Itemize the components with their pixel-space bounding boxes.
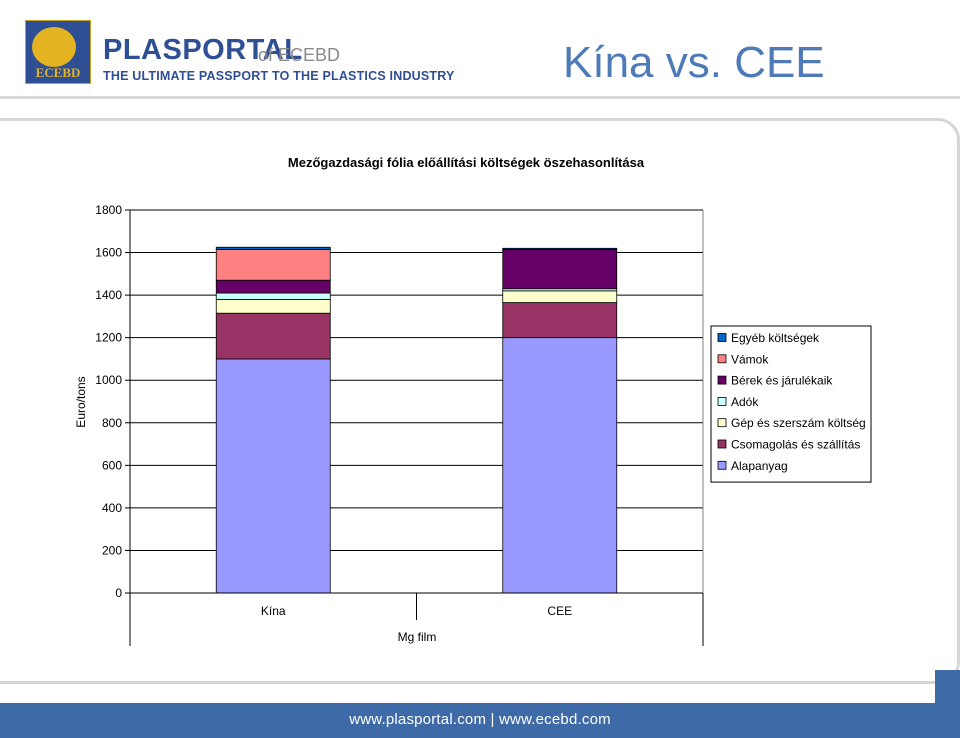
y-tick-label: 0 — [115, 586, 122, 600]
y-tick-label: 800 — [102, 416, 122, 430]
y-axis-label: Euro/tons — [74, 376, 88, 427]
legend-label: Gép és szerszám költség — [731, 416, 866, 430]
bar-segment — [215, 248, 331, 281]
bar-segment — [502, 248, 618, 290]
bar-segment — [215, 246, 331, 250]
bar-segment — [215, 292, 331, 300]
y-tick-label: 1000 — [95, 373, 122, 387]
chart-legend: Egyéb költségek Vámok Bérek és járulékaik A… — [710, 325, 872, 483]
bar-segment — [215, 298, 331, 314]
y-tick-label: 400 — [102, 501, 122, 515]
y-tick-label: 1200 — [95, 331, 122, 345]
legend-label: Csomagolás és szállítás — [731, 438, 860, 452]
legend-box — [710, 325, 872, 483]
footer-links[interactable]: www.plasportal.com | www.ecebd.com — [349, 711, 611, 728]
legend-label: Egyéb költségek — [731, 331, 820, 345]
legend-swatch — [717, 418, 727, 428]
y-tick-label: 600 — [102, 458, 122, 472]
header-bar: ECEBD PLASPORTAL of ECEBD THE ULTIMATE P… — [0, 0, 960, 100]
plot-area: 0 200 400 600 800 1000 1200 1400 1600 1800 Kína CEE — [95, 203, 704, 646]
y-tick-label: 1400 — [95, 288, 122, 302]
x-axis-label: Mg film — [398, 630, 437, 644]
y-tick-label: 1600 — [95, 246, 122, 260]
x-tick-label: Kína — [261, 604, 286, 618]
bar-segment — [502, 302, 618, 339]
legend-swatch — [717, 375, 727, 385]
bar-segment — [215, 279, 331, 294]
footer-bar: www.plasportal.com | www.ecebd.com — [0, 703, 960, 738]
legend-swatch — [717, 439, 727, 449]
legend-label: Vámok — [731, 352, 769, 366]
slide-title: Kína vs. CEE — [563, 38, 825, 87]
bar-segment — [502, 290, 618, 303]
legend-swatch — [717, 333, 727, 342]
legend-swatch — [717, 396, 727, 406]
legend-swatch — [717, 354, 727, 364]
y-tick-label: 1800 — [95, 203, 122, 217]
ecebd-logo-icon: ECEBD — [25, 20, 91, 84]
bar-segment — [215, 358, 331, 594]
stacked-bar-chart: Mezőgazdasági fólia előállítási költsége… — [74, 155, 872, 646]
header-divider — [0, 96, 960, 99]
legend-swatch — [717, 460, 727, 470]
y-tick-label: 200 — [102, 543, 122, 557]
chart-title: Mezőgazdasági fólia előállítási költsége… — [288, 155, 645, 170]
legend-label: Bérek és járulékaik — [731, 374, 833, 388]
legend-label: Alapanyag — [731, 459, 788, 473]
brand-name: PLASPORTAL — [103, 34, 303, 66]
x-tick-label: CEE — [547, 604, 572, 618]
legend-label: Adók — [731, 395, 759, 409]
brand-tagline: THE ULTIMATE PASSPORT TO THE PLASTICS IN… — [103, 69, 455, 83]
footer-corner — [935, 670, 960, 703]
bar-segment — [502, 337, 618, 594]
bar-segment — [215, 312, 331, 360]
brand-of: of ECEBD — [258, 45, 341, 65]
bar-segment — [502, 247, 618, 250]
